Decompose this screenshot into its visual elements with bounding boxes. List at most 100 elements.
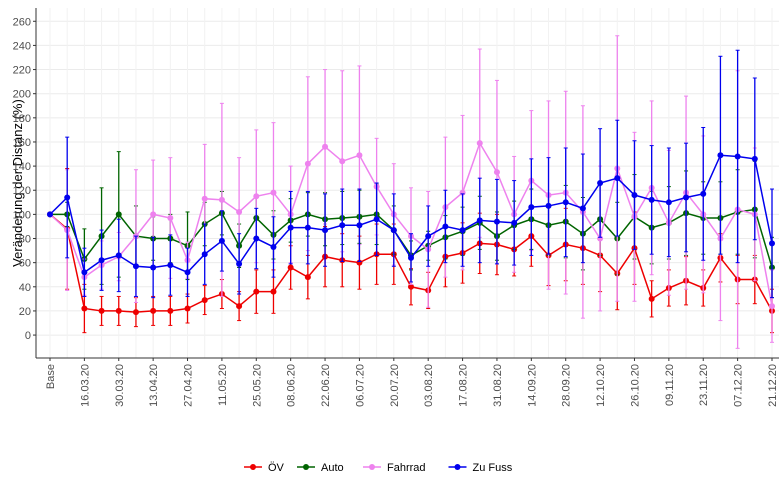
point [98, 307, 105, 314]
x-tick-label: 22.06.20 [320, 364, 332, 407]
y-tick-label: 120 [13, 185, 31, 197]
point [322, 143, 329, 150]
point [511, 219, 518, 226]
point [769, 303, 775, 310]
legend-label: Zu Fuss [473, 462, 513, 474]
x-tick-label: 30.03.20 [114, 364, 126, 407]
legend: ÖV Auto Fahrrad Zu Fuss [244, 462, 513, 474]
point [356, 222, 363, 229]
y-tick-label: 20 [19, 306, 31, 318]
point [304, 160, 311, 167]
point [81, 305, 88, 312]
point [304, 274, 311, 281]
point [528, 204, 535, 211]
point [287, 264, 294, 271]
point [167, 307, 174, 314]
point [253, 193, 260, 200]
x-tick-label: 09.11.20 [664, 364, 676, 406]
point [476, 217, 483, 224]
x-tick-label: 11.05.20 [217, 364, 229, 406]
x-tick-label: 21.12.20 [767, 364, 779, 407]
point [769, 240, 775, 247]
point [270, 288, 277, 295]
point [47, 211, 53, 218]
point [408, 283, 414, 290]
point [253, 235, 260, 242]
x-tick-label: 03.08.20 [423, 364, 435, 407]
point [493, 169, 500, 176]
point [167, 215, 174, 221]
point [493, 218, 500, 225]
point [425, 233, 432, 240]
x-tick-label: 12.10.20 [595, 364, 607, 407]
point [115, 211, 122, 218]
point [218, 196, 225, 203]
legend-label: Fahrrad [387, 462, 426, 474]
x-tick-label: 25.05.20 [251, 364, 263, 407]
point [132, 263, 139, 270]
legend-label: Auto [321, 462, 344, 474]
point [562, 199, 569, 206]
point [751, 155, 758, 162]
point [201, 251, 208, 258]
point [322, 227, 329, 234]
point [408, 254, 414, 261]
point [81, 269, 88, 276]
point [270, 189, 277, 196]
point [270, 243, 277, 250]
y-tick-label: 160 [13, 137, 31, 149]
legend-marker [454, 464, 461, 470]
point [700, 190, 707, 197]
x-tick-label: 23.11.20 [698, 364, 710, 406]
point [442, 223, 449, 230]
y-tick-label: 220 [13, 65, 31, 77]
legend-label: ÖV [268, 462, 285, 474]
y-tick-label: 240 [13, 40, 31, 52]
x-tick-label: 26.10.20 [629, 364, 641, 407]
x-tick-label: 07.12.20 [733, 364, 745, 407]
x-tick-label: 31.08.20 [492, 364, 504, 407]
y-tick-label: 200 [13, 89, 31, 101]
point [98, 257, 105, 264]
x-tick-label: 06.07.20 [354, 364, 366, 407]
point [614, 175, 621, 182]
point [459, 227, 466, 234]
x-tick-label: 16.03.20 [79, 364, 91, 407]
point [184, 305, 191, 312]
legend-marker [250, 464, 256, 470]
point [545, 202, 552, 209]
y-tick-label: 40 [19, 282, 31, 294]
point [734, 153, 741, 160]
y-tick-label: 60 [19, 258, 31, 270]
point [150, 211, 157, 218]
y-tick-label: 260 [13, 16, 31, 28]
point [132, 309, 139, 316]
y-tick-label: 0 [25, 330, 31, 342]
y-tick-label: 80 [19, 234, 31, 246]
point [683, 194, 690, 201]
legend-marker [303, 464, 309, 470]
x-tick-label: 13.04.20 [148, 364, 160, 407]
point [476, 140, 483, 147]
series [47, 49, 775, 299]
point [339, 222, 346, 229]
plot-background [36, 8, 779, 358]
point [356, 152, 363, 159]
y-tick-label: 100 [13, 209, 31, 221]
point [390, 227, 397, 234]
point [253, 288, 260, 295]
point [304, 224, 311, 231]
point [648, 196, 655, 203]
point [218, 237, 225, 244]
point [115, 307, 122, 314]
point [339, 158, 346, 165]
y-tick-label: 180 [13, 113, 31, 125]
point [287, 224, 294, 231]
point [236, 260, 243, 267]
legend-marker [369, 464, 375, 470]
point [150, 307, 157, 314]
x-tick-label: 08.06.20 [286, 364, 298, 407]
point [115, 252, 122, 259]
y-tick-label: 140 [13, 161, 31, 173]
